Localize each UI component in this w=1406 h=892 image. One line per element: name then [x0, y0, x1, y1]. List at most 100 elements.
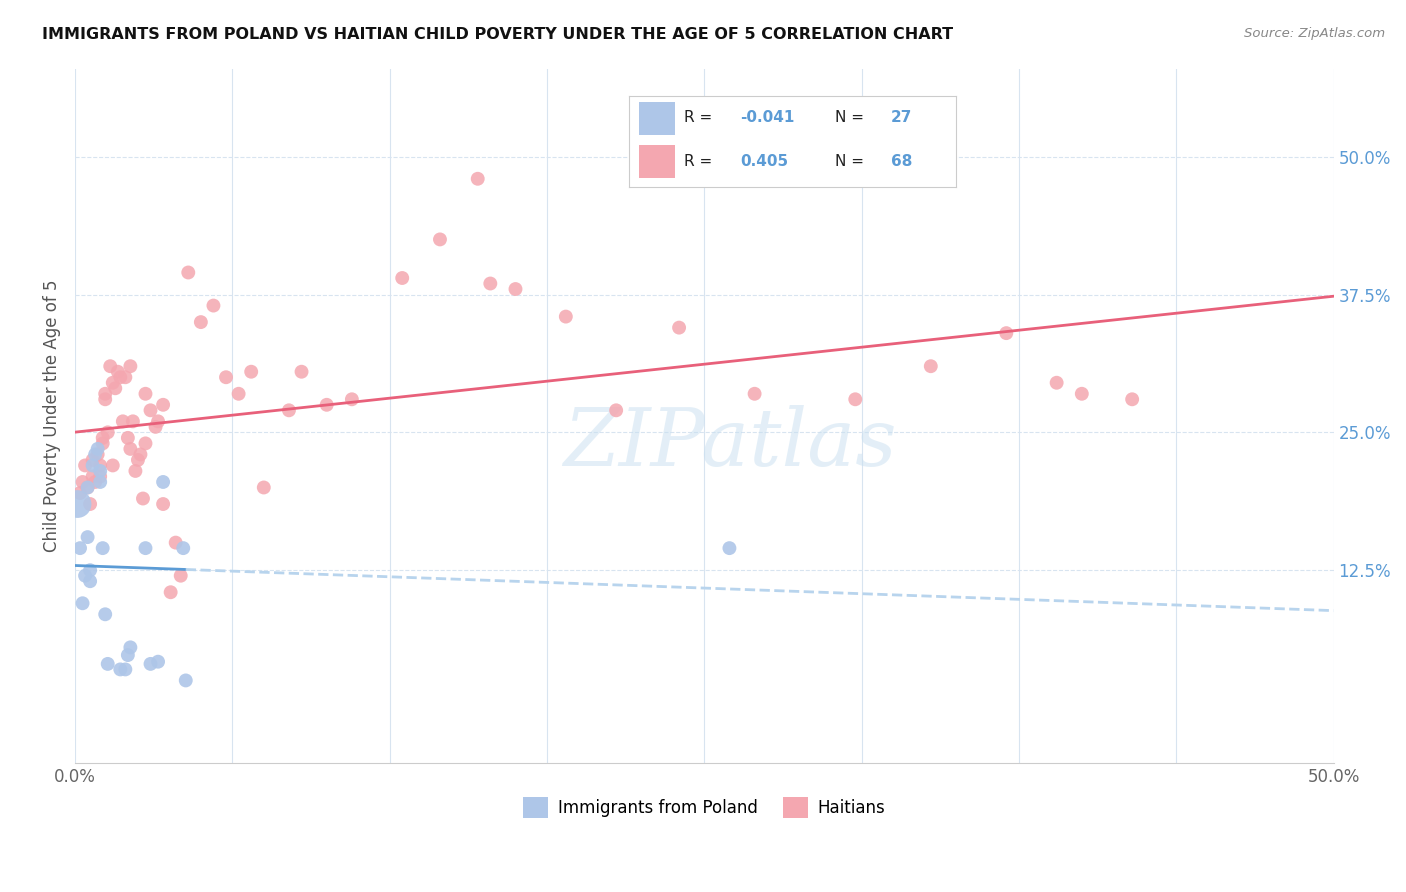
Point — [120, 640, 142, 655]
Point — [129, 447, 152, 461]
Point — [97, 657, 120, 671]
Point — [94, 392, 117, 407]
Point — [91, 541, 114, 555]
Point — [605, 403, 627, 417]
Point — [172, 541, 194, 555]
Point — [429, 232, 451, 246]
Point — [1070, 386, 1092, 401]
Point — [111, 414, 134, 428]
Point — [165, 535, 187, 549]
Point — [127, 453, 149, 467]
Point — [91, 436, 114, 450]
Point — [190, 315, 212, 329]
Point — [146, 655, 169, 669]
Point — [744, 386, 766, 401]
Point — [66, 497, 89, 511]
Point — [718, 541, 741, 555]
Point — [97, 425, 120, 440]
Point — [94, 386, 117, 401]
Point — [145, 420, 167, 434]
Point — [124, 464, 146, 478]
Point — [134, 436, 156, 450]
Point — [340, 392, 363, 407]
Point — [114, 662, 136, 676]
Point — [79, 497, 101, 511]
Point — [139, 403, 162, 417]
Point — [152, 398, 174, 412]
Text: Source: ZipAtlas.com: Source: ZipAtlas.com — [1244, 27, 1385, 40]
Point — [86, 442, 108, 456]
Point — [101, 458, 124, 473]
Point — [139, 657, 162, 671]
Point — [467, 171, 489, 186]
Point — [79, 574, 101, 589]
Point — [98, 359, 121, 374]
Point — [844, 392, 866, 407]
Point — [76, 481, 98, 495]
Point — [84, 475, 107, 489]
Point — [202, 299, 225, 313]
Point — [72, 475, 94, 489]
Text: ZIPatlas: ZIPatlas — [562, 405, 896, 483]
Point — [110, 662, 132, 676]
Point — [69, 541, 91, 555]
Point — [117, 648, 139, 662]
Point — [391, 271, 413, 285]
Point — [76, 530, 98, 544]
Point — [215, 370, 238, 384]
Point — [1046, 376, 1069, 390]
Point — [89, 469, 111, 483]
Point — [69, 486, 91, 500]
Point — [114, 370, 136, 384]
Point — [76, 481, 98, 495]
Point — [170, 568, 193, 582]
Point — [84, 447, 107, 461]
Point — [253, 481, 276, 495]
Point — [89, 458, 111, 473]
Point — [122, 414, 145, 428]
Point — [152, 475, 174, 489]
Y-axis label: Child Poverty Under the Age of 5: Child Poverty Under the Age of 5 — [44, 279, 60, 552]
Point — [75, 568, 97, 582]
Point — [89, 475, 111, 489]
Point — [72, 596, 94, 610]
Point — [89, 464, 111, 478]
Point — [995, 326, 1018, 340]
Text: IMMIGRANTS FROM POLAND VS HAITIAN CHILD POVERTY UNDER THE AGE OF 5 CORRELATION C: IMMIGRANTS FROM POLAND VS HAITIAN CHILD … — [42, 27, 953, 42]
Point — [120, 442, 142, 456]
Point — [668, 320, 690, 334]
Point — [117, 431, 139, 445]
Point — [278, 403, 301, 417]
Point — [228, 386, 250, 401]
Point — [91, 431, 114, 445]
Point — [79, 563, 101, 577]
Point — [505, 282, 527, 296]
Point — [75, 458, 97, 473]
Point — [240, 365, 263, 379]
Point — [134, 541, 156, 555]
Point — [94, 607, 117, 622]
Point — [134, 386, 156, 401]
Point — [152, 497, 174, 511]
Legend: Immigrants from Poland, Haitians: Immigrants from Poland, Haitians — [516, 790, 893, 824]
Point — [290, 365, 312, 379]
Point — [104, 381, 127, 395]
Point — [177, 265, 200, 279]
Point — [1121, 392, 1143, 407]
Point — [82, 453, 104, 467]
Point — [315, 398, 337, 412]
Point — [479, 277, 502, 291]
Point — [120, 359, 142, 374]
Point — [101, 376, 124, 390]
Point — [107, 365, 129, 379]
Point — [159, 585, 181, 599]
Point — [82, 469, 104, 483]
Point — [554, 310, 576, 324]
Point — [132, 491, 155, 506]
Point — [146, 414, 169, 428]
Point — [174, 673, 197, 688]
Point — [86, 447, 108, 461]
Point — [110, 370, 132, 384]
Point — [82, 458, 104, 473]
Point — [920, 359, 942, 374]
